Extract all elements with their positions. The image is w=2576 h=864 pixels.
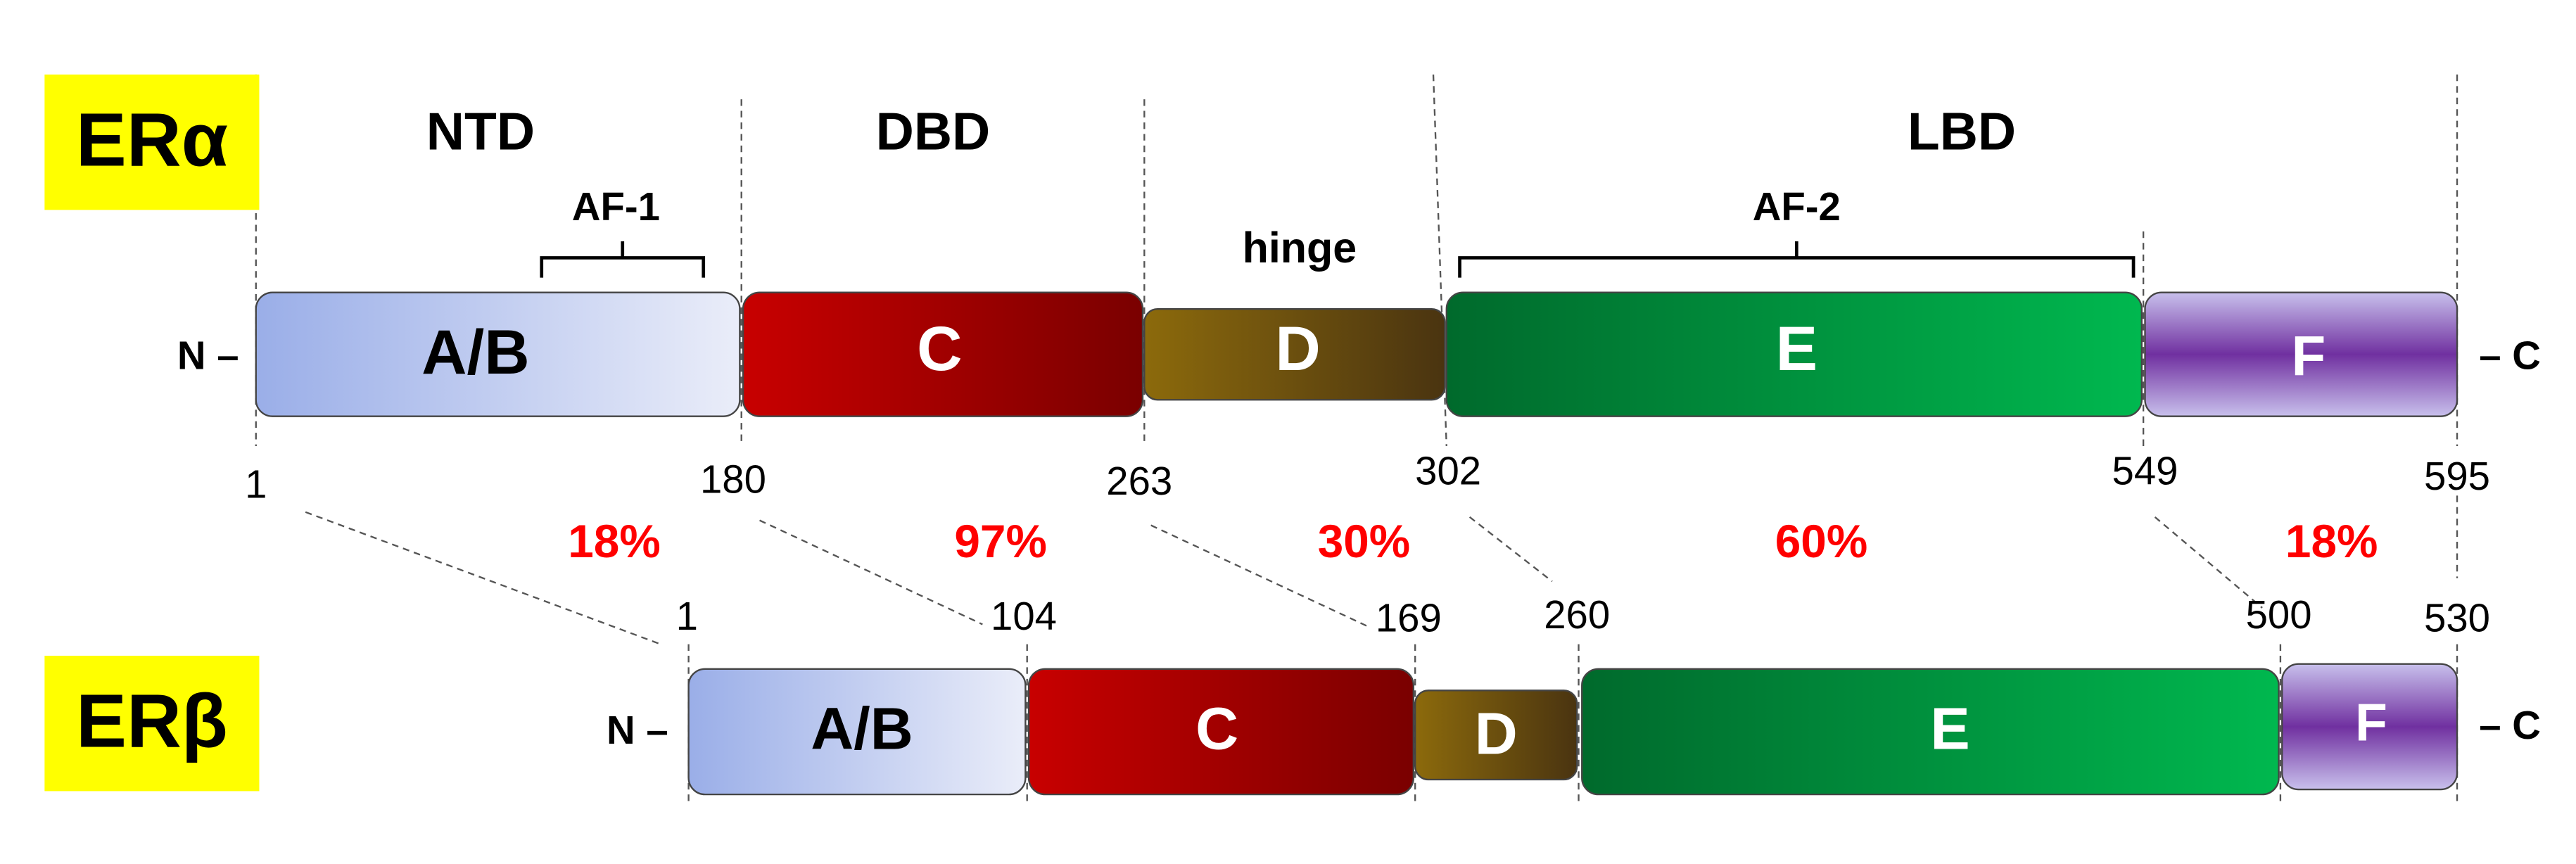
af-label: AF-2 xyxy=(1753,184,1841,229)
domain-box xyxy=(2144,291,2458,417)
identity: 18% xyxy=(568,516,661,567)
alpha-label: ERα xyxy=(76,96,228,182)
domain-box xyxy=(1581,668,2280,796)
domain-box xyxy=(687,668,1027,796)
position: 302 xyxy=(1415,449,1481,493)
domain-box xyxy=(1027,668,1415,796)
identity: 30% xyxy=(1318,516,1411,567)
identity: 60% xyxy=(1775,516,1868,567)
domain-label: C xyxy=(1195,696,1238,762)
position: 169 xyxy=(1376,596,1442,640)
domain-label: A/B xyxy=(421,317,530,387)
bracket xyxy=(540,241,706,278)
region: NTD xyxy=(426,102,535,161)
domain-box xyxy=(1445,291,2143,417)
position: 1 xyxy=(245,462,267,506)
domain-label: F xyxy=(2291,324,2326,387)
domain-box xyxy=(1143,307,1446,401)
position: 595 xyxy=(2424,454,2490,498)
af-label: AF-1 xyxy=(572,184,660,229)
c-term: – C xyxy=(2479,703,2541,747)
domain-box xyxy=(2281,663,2458,791)
position: 500 xyxy=(2246,592,2312,637)
region: LBD xyxy=(1908,102,2016,161)
beta-label: ERβ xyxy=(76,678,228,763)
identity: 97% xyxy=(954,516,1047,567)
position: 260 xyxy=(1544,592,1610,637)
domain-label: D xyxy=(1275,313,1320,383)
region: DBD xyxy=(876,102,991,161)
position: 1 xyxy=(676,594,698,638)
bracket xyxy=(1458,241,2136,278)
domain-label: D xyxy=(1475,701,1518,767)
domain-label: E xyxy=(1776,313,1817,383)
region: hinge xyxy=(1243,224,1357,272)
domain-box xyxy=(255,291,741,417)
domain-box xyxy=(1414,690,1578,781)
position: 263 xyxy=(1106,459,1172,503)
n-term: N – xyxy=(607,708,668,752)
domain-label: A/B xyxy=(811,696,913,762)
position: 530 xyxy=(2424,596,2490,640)
label-box xyxy=(44,655,260,792)
n-term: N – xyxy=(177,333,239,377)
domain-label: E xyxy=(1930,696,1969,762)
label-box xyxy=(44,74,260,210)
position: 104 xyxy=(991,594,1057,638)
c-term: – C xyxy=(2479,333,2541,377)
domain-label: C xyxy=(917,313,962,383)
position: 180 xyxy=(700,457,766,501)
domain-label: F xyxy=(2355,693,2387,752)
identity: 18% xyxy=(2285,516,2378,567)
position: 549 xyxy=(2112,449,2178,493)
domain-box xyxy=(742,291,1144,417)
